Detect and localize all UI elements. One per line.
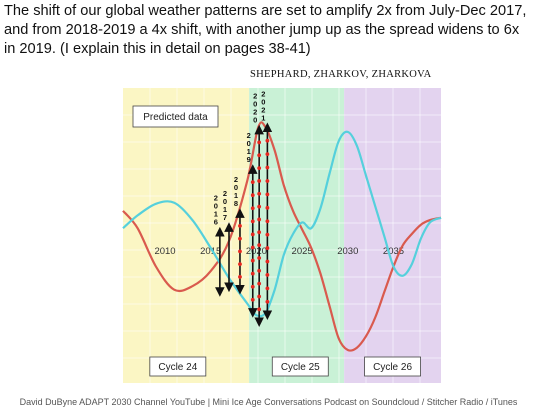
arrow-marker-dot <box>238 236 242 241</box>
prediction-arrows: 2 0 1 62 0 1 72 0 1 82 0 1 92 0 2 02 0 2 1 <box>214 89 273 327</box>
year-digit: 1 <box>261 113 265 122</box>
arrow-marker-dot <box>257 256 262 260</box>
arrow-marker-dot <box>257 140 262 145</box>
x-tick-label: 2020 <box>246 246 267 257</box>
year-digit: 0 <box>247 139 251 148</box>
cycle-label: Cycle 26 <box>373 362 412 373</box>
arrow-marker-dot <box>250 258 255 263</box>
arrow-marker-dot <box>265 138 270 143</box>
year-digit: 2 <box>247 131 251 140</box>
arrow-marker-dot <box>238 262 242 267</box>
arrow-marker-dot <box>250 232 255 237</box>
arrow-marker-dot <box>265 152 270 157</box>
arrow-marker-dot <box>257 268 262 273</box>
year-digit: 1 <box>247 147 251 156</box>
year-digit: 2 <box>261 89 265 98</box>
arrow-marker-dot <box>257 153 262 158</box>
arrow-marker-dot <box>265 219 270 224</box>
arrow-marker-dot <box>257 294 262 299</box>
arrow-marker-dot <box>265 165 270 170</box>
x-tick-label: 2025 <box>292 246 313 257</box>
year-digit: 2 <box>214 194 218 203</box>
year-digit: 6 <box>214 218 218 227</box>
cycle-label-box <box>271 356 329 377</box>
cycle-label: Cycle 24 <box>158 362 197 373</box>
year-digit: 1 <box>214 210 218 219</box>
arrow-marker-dot <box>265 232 270 237</box>
year-digit: 2 <box>253 92 257 101</box>
arrow-marker-dot <box>265 259 270 264</box>
arrow-marker-dot <box>265 299 270 304</box>
arrow-marker-dot <box>257 243 262 248</box>
x-tick-label: 2015 <box>200 246 221 257</box>
arrow-marker-dot <box>265 246 270 250</box>
arrow-marker-dot <box>238 249 242 254</box>
x-tick-label: 2010 <box>154 246 175 257</box>
cycle-labels: Cycle 24 Cycle 25 Cycle 26 <box>149 356 421 377</box>
year-digit: 2 <box>261 105 265 114</box>
predicted-data-box: Predicted data <box>132 105 219 128</box>
year-digit: 2 <box>223 189 227 198</box>
arrow-marker-dot <box>265 273 270 277</box>
arrow-marker-dot <box>238 223 242 228</box>
year-digit: 0 <box>261 97 265 106</box>
year-digit: 2 <box>234 175 238 184</box>
arrow-marker-dot <box>257 217 262 222</box>
x-tick-label: 2035 <box>383 246 404 257</box>
year-digit: 0 <box>223 197 227 206</box>
arrow-marker-dot <box>250 219 255 224</box>
year-digit: 0 <box>253 116 257 125</box>
year-digit: 1 <box>223 205 227 214</box>
year-digit: 0 <box>214 202 218 211</box>
arrow-marker-dot <box>250 284 255 289</box>
year-digit: 8 <box>234 199 238 208</box>
year-digit: 2 <box>253 108 257 117</box>
x-tick-label: 2030 <box>337 246 358 257</box>
series-lines <box>122 121 442 352</box>
arrow-marker-dot <box>250 180 255 185</box>
arrow-marker-dot <box>257 179 262 183</box>
arrow-marker-dot <box>250 245 255 250</box>
arrow-marker-dot <box>257 281 262 286</box>
grid-lines <box>123 88 441 383</box>
arrow-marker-dot <box>257 230 262 235</box>
arrow-marker-dot <box>250 271 255 276</box>
arrow-marker-dot <box>257 166 262 171</box>
cycle-label-box <box>149 356 207 377</box>
blue-series-line <box>122 130 442 318</box>
arrow-marker-dot <box>265 286 270 291</box>
arrow-marker-dot <box>257 307 262 312</box>
cycle-label-box <box>364 356 421 377</box>
predicted-data-frame <box>132 105 219 128</box>
arrow-marker-dot <box>257 204 262 209</box>
red-series-line <box>122 121 442 352</box>
year-digit: 9 <box>247 155 251 164</box>
year-digit: 1 <box>234 191 238 200</box>
year-digit: 0 <box>234 183 238 192</box>
authors-label: SHEPHARD, ZHARKOV, ZHARKOVA <box>250 69 432 80</box>
arrow-marker-dot <box>265 192 270 197</box>
arrow-marker-dot <box>250 206 255 211</box>
arrow-marker-dot <box>265 205 270 210</box>
cycle-band-25 <box>249 88 345 383</box>
year-digit: 0 <box>253 100 257 109</box>
cycle-label: Cycle 25 <box>281 362 320 373</box>
year-digit: 7 <box>223 213 227 222</box>
footer-credits: David DuByne ADAPT 2030 Channel YouTube … <box>19 397 518 407</box>
caption-text: The shift of our global weather patterns… <box>4 3 527 57</box>
arrow-marker-dot <box>257 191 262 196</box>
arrow-marker-dot <box>238 275 242 279</box>
arrow-marker-dot <box>250 193 255 198</box>
arrow-marker-dot <box>250 297 255 302</box>
predicted-data-label: Predicted data <box>143 112 208 123</box>
arrow-marker-dot <box>265 179 270 183</box>
